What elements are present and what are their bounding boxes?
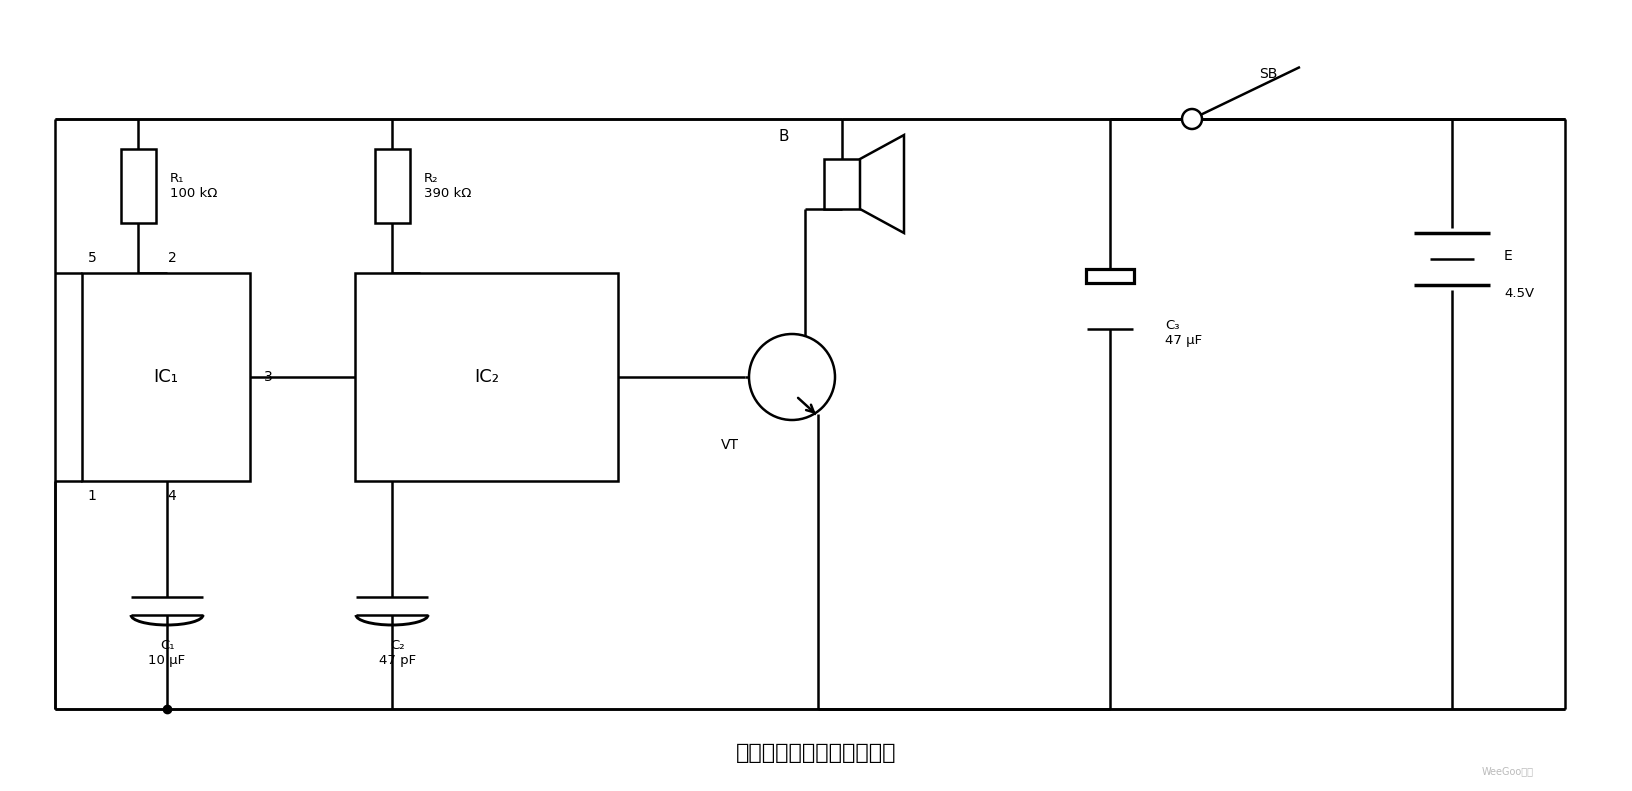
Text: C₂
47 pF: C₂ 47 pF	[379, 639, 416, 667]
Text: 5: 5	[88, 251, 96, 265]
Text: IC₂: IC₂	[473, 368, 499, 386]
Text: 4: 4	[168, 489, 176, 503]
Bar	[121, 149, 155, 223]
Polygon shape	[860, 135, 904, 233]
Text: E: E	[1505, 249, 1513, 263]
Bar	[1085, 269, 1134, 283]
Text: 3: 3	[264, 370, 273, 384]
Bar	[356, 273, 619, 481]
Text: 1: 1	[88, 489, 96, 503]
Text: VT: VT	[721, 438, 739, 452]
Text: SB: SB	[1260, 67, 1278, 81]
Text: IC₁: IC₁	[153, 368, 178, 386]
Bar	[374, 149, 410, 223]
Text: 2: 2	[168, 251, 176, 265]
Text: WeeGoo推库: WeeGoo推库	[1482, 766, 1534, 776]
Bar	[82, 273, 250, 481]
Text: B: B	[778, 128, 790, 143]
Bar	[824, 159, 860, 209]
Text: R₁
100 kΩ: R₁ 100 kΩ	[170, 172, 217, 200]
Text: C₁
10 μF: C₁ 10 μF	[149, 639, 186, 667]
Text: 振动式防盗报警器电路原理: 振动式防盗报警器电路原理	[736, 743, 896, 763]
Text: 4.5V: 4.5V	[1505, 286, 1534, 300]
Text: R₂
390 kΩ: R₂ 390 kΩ	[424, 172, 472, 200]
Circle shape	[749, 334, 836, 420]
Circle shape	[1182, 109, 1203, 129]
Text: C₃
47 μF: C₃ 47 μF	[1165, 319, 1203, 347]
